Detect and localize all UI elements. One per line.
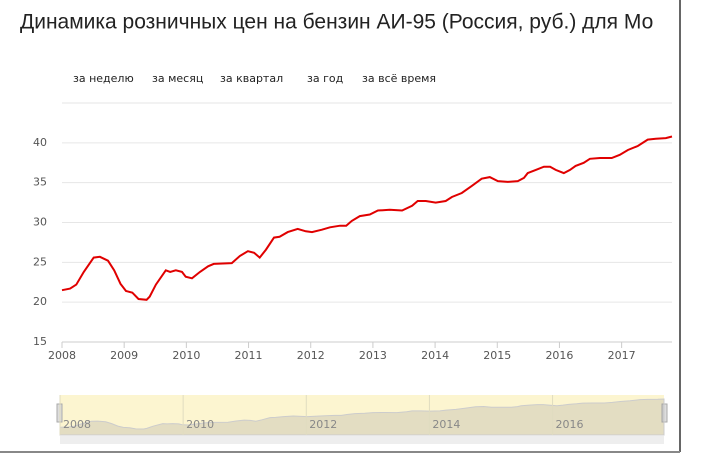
scrollbar[interactable] bbox=[60, 436, 664, 444]
x-tick-label: 2010 bbox=[172, 349, 200, 362]
x-tick-label: 2011 bbox=[235, 349, 263, 362]
y-tick-label: 25 bbox=[33, 255, 47, 268]
range-button[interactable]: за всё время bbox=[362, 72, 436, 85]
range-button[interactable]: за месяц bbox=[152, 72, 203, 85]
navigator-tick-label: 2008 bbox=[63, 418, 91, 431]
y-tick-label: 40 bbox=[33, 136, 47, 149]
price-line bbox=[61, 135, 673, 301]
x-tick-label: 2016 bbox=[545, 349, 573, 362]
y-tick-label: 30 bbox=[33, 216, 47, 229]
y-tick-label: 20 bbox=[33, 295, 47, 308]
x-tick-label: 2009 bbox=[110, 349, 138, 362]
range-button[interactable]: за квартал bbox=[220, 72, 283, 85]
navigator-tick-label: 2016 bbox=[556, 418, 584, 431]
navigator-tick-label: 2010 bbox=[186, 418, 214, 431]
x-tick-label: 2014 bbox=[421, 349, 449, 362]
range-button[interactable]: за год bbox=[307, 72, 344, 85]
navigator-tick-label: 2012 bbox=[309, 418, 337, 431]
x-tick-label: 2017 bbox=[608, 349, 636, 362]
y-tick-label: 35 bbox=[33, 176, 47, 189]
x-tick-label: 2012 bbox=[297, 349, 325, 362]
chart-title: Динамика розничных цен на бензин АИ-95 (… bbox=[20, 11, 653, 34]
x-tick-label: 2013 bbox=[359, 349, 387, 362]
navigator-bg bbox=[60, 395, 664, 435]
x-tick-label: 2008 bbox=[48, 349, 76, 362]
range-button[interactable]: за неделю bbox=[73, 72, 134, 85]
navigator-tick-label: 2014 bbox=[432, 418, 460, 431]
navigator-area bbox=[59, 398, 665, 436]
y-tick-label: 15 bbox=[33, 335, 47, 348]
x-tick-label: 2015 bbox=[483, 349, 511, 362]
